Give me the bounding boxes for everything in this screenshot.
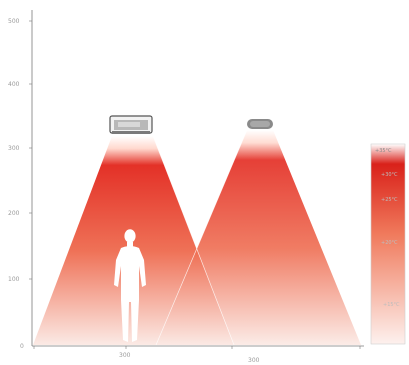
temperature-legend: +35°C +30°C +25°C +20°C +15°C [370,143,406,345]
legend-scale-bar [370,143,406,345]
legend-label: +15°C [383,302,400,308]
legend-label: +25°C [381,197,398,203]
legend-label: +35°C [375,148,392,154]
y-tick-label: 100 [8,276,20,283]
y-tick-label: 500 [8,18,20,25]
x-tick-label: 300 [119,352,131,359]
cone-edge-line [155,129,248,346]
legend-label: +20°C [381,240,398,246]
person-silhouette-icon [114,229,146,342]
axes: 500 400 300 200 100 0 300 300 [8,10,364,364]
y-tick-label: 0 [20,343,24,350]
heater-panel-icon [109,115,153,134]
y-tick-label: 400 [8,81,20,88]
heat-cones [33,129,361,346]
y-tick-label: 200 [8,210,20,217]
heater-lamp-icon [247,119,273,129]
cone-edge-line [152,135,235,346]
legend-label: +30°C [381,172,398,178]
heat-cone-right [156,130,361,345]
x-tick-label: 300 [248,357,260,364]
y-tick-label: 300 [8,145,20,152]
